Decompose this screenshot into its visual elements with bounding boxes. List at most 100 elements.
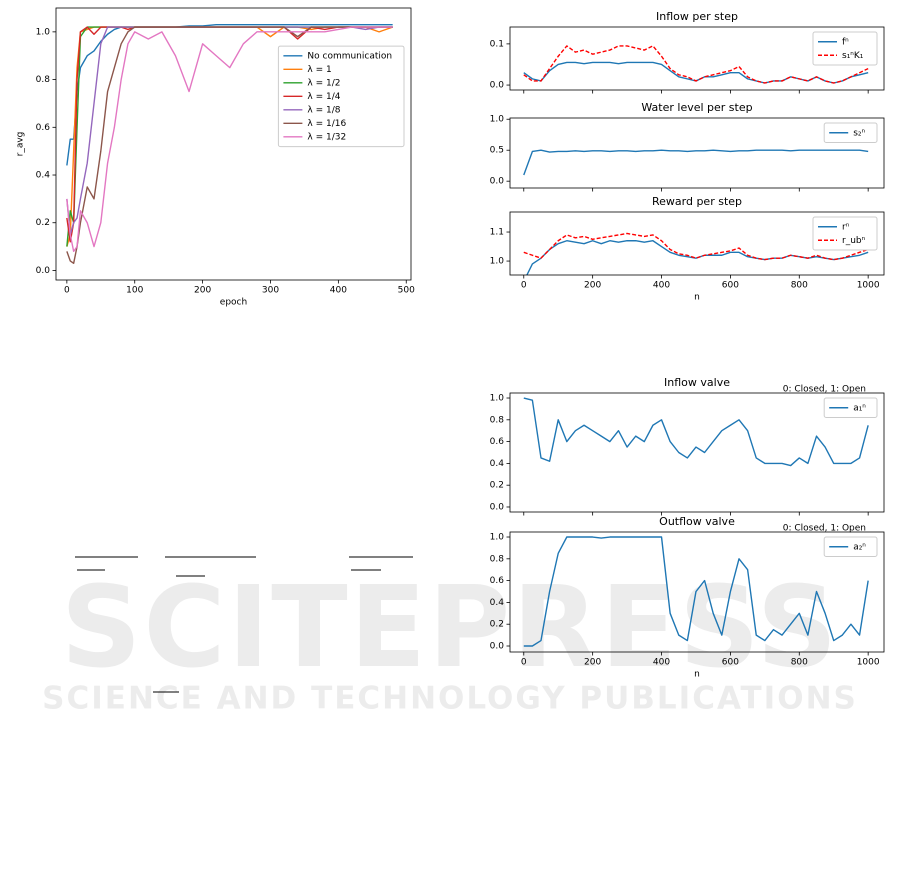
x-tick-label: 1000 <box>857 658 880 668</box>
series-line <box>523 149 869 176</box>
legend: a₁ⁿ <box>823 397 878 418</box>
axes-frame <box>55 7 412 281</box>
series-line <box>523 232 869 261</box>
x-tick-label: 800 <box>791 658 808 668</box>
plot-area <box>523 149 869 176</box>
legend-box <box>812 216 878 251</box>
plot-area <box>523 397 869 467</box>
x-tick-label: 300 <box>262 286 279 296</box>
annotation: 0: Closed, 1: Open <box>783 385 866 395</box>
plot-area <box>523 536 869 647</box>
chart: 0 200 400 600 800 1000 0.0 0.2 0.4 0.6 0.8 1.0 Outfl… <box>490 515 885 680</box>
x-axis-label: n <box>694 670 700 680</box>
y-tick-label: 1.0 <box>36 27 51 37</box>
legend-box <box>277 45 405 148</box>
legend-box <box>823 536 878 557</box>
plot-area <box>523 45 869 84</box>
legend-label: rⁿ <box>842 222 850 232</box>
x-axis-label: epoch <box>220 298 247 308</box>
watermark-subtitle: SCIENCE AND TECHNOLOGY PUBLICATIONS <box>42 681 858 717</box>
chart-title: Outflow valve <box>659 515 735 528</box>
chart-title: Water level per step <box>641 101 752 114</box>
x-tick-label: 600 <box>722 281 739 291</box>
y-tick-label: 1.0 <box>490 533 505 543</box>
plot-area <box>523 232 869 275</box>
y-tick-label: 0.4 <box>490 459 505 469</box>
legend-label: λ = 1 <box>307 65 331 75</box>
x-tick-label: 100 <box>126 286 143 296</box>
x-tick-label: 500 <box>398 286 415 296</box>
legend-label: fⁿ <box>842 37 849 47</box>
series-line <box>66 26 393 253</box>
legend: s₂ⁿ <box>823 122 878 143</box>
x-tick-label: 400 <box>330 286 347 296</box>
y-tick-label: 0.2 <box>490 481 504 491</box>
y-tick-label: 0.2 <box>36 218 50 228</box>
chart: 0 100 200 300 400 500 0.0 0.2 0.4 0.6 0.8 1.0 epoch r… <box>16 7 415 308</box>
legend-label: s₁ⁿK₁ <box>842 51 864 61</box>
chart: 0.0 0.2 0.4 0.6 0.8 1.0 Inflow valve 0: Closed,… <box>490 376 885 516</box>
legend-label: s₂ⁿ <box>853 128 865 138</box>
legend-label: λ = 1/4 <box>307 92 340 102</box>
legend-box <box>812 31 878 66</box>
legend: a₂ⁿ <box>823 536 878 557</box>
axes-frame <box>509 531 885 653</box>
annotation: 0: Closed, 1: Open <box>783 524 866 534</box>
x-tick-label: 0 <box>64 286 70 296</box>
y-tick-label: 0.8 <box>36 75 51 85</box>
chart: 0.0 0.5 1.0 Water level per step s₂ⁿ <box>490 101 885 192</box>
chart: 0.0 0.1 Inflow per step fⁿ s₁ⁿK₁ <box>490 10 885 94</box>
legend-box <box>823 122 878 143</box>
y-tick-label: 0.8 <box>490 415 505 425</box>
y-tick-label: 0.6 <box>36 123 51 133</box>
axes-frame <box>509 392 885 513</box>
axes-frame <box>509 211 885 276</box>
x-tick-label: 0 <box>521 658 527 668</box>
axes-frame <box>509 117 885 189</box>
x-tick-label: 0 <box>521 281 527 291</box>
y-tick-label: 0.0 <box>490 502 505 512</box>
fraction-bars <box>75 556 413 693</box>
legend-label: λ = 1/2 <box>307 78 340 88</box>
legend-label: a₁ⁿ <box>853 403 866 413</box>
x-tick-label: 800 <box>791 281 808 291</box>
legend-box <box>823 397 878 418</box>
y-tick-label: 0.4 <box>36 171 51 181</box>
y-tick-label: 0.2 <box>490 620 504 630</box>
series-line <box>523 397 869 467</box>
x-tick-label: 200 <box>194 286 211 296</box>
series-line <box>523 45 869 84</box>
y-axis-label: r_avg <box>16 132 26 157</box>
watermark-title: SCITEPRESS <box>61 563 840 693</box>
y-tick-label: 0.0 <box>490 177 505 187</box>
x-tick-label: 400 <box>653 281 670 291</box>
x-tick-label: 200 <box>584 658 601 668</box>
legend: rⁿ r_ubⁿ <box>812 216 878 251</box>
x-tick-label: 400 <box>653 658 670 668</box>
legend: No communication λ = 1 λ = 1/2 λ = 1/4 λ = 1… <box>277 45 405 148</box>
y-tick-label: 0.0 <box>490 81 505 91</box>
plot-area <box>66 24 393 264</box>
y-tick-label: 0.5 <box>490 146 504 156</box>
series-line <box>526 240 869 275</box>
legend: fⁿ s₁ⁿK₁ <box>812 31 878 66</box>
series-line <box>523 536 869 647</box>
legend-label: λ = 1/32 <box>307 132 346 142</box>
y-tick-label: 0.0 <box>36 266 51 276</box>
legend-label: No communication <box>307 51 392 61</box>
x-tick-label: 200 <box>584 281 601 291</box>
x-tick-label: 1000 <box>857 281 880 291</box>
y-tick-label: 1.0 <box>490 394 505 404</box>
y-tick-label: 0.6 <box>490 576 505 586</box>
axes-frame <box>509 26 885 91</box>
y-tick-label: 1.0 <box>490 257 505 267</box>
legend-label: λ = 1/16 <box>307 119 346 129</box>
y-tick-label: 0.4 <box>490 598 505 608</box>
chart-title: Inflow valve <box>664 376 730 389</box>
y-tick-label: 0.6 <box>490 437 505 447</box>
legend-label: r_ubⁿ <box>842 236 866 246</box>
chart: 0 200 400 600 800 1000 1.0 1.1 Reward per step n r… <box>490 195 885 303</box>
x-axis-label: n <box>694 293 700 303</box>
series-line <box>66 26 393 264</box>
